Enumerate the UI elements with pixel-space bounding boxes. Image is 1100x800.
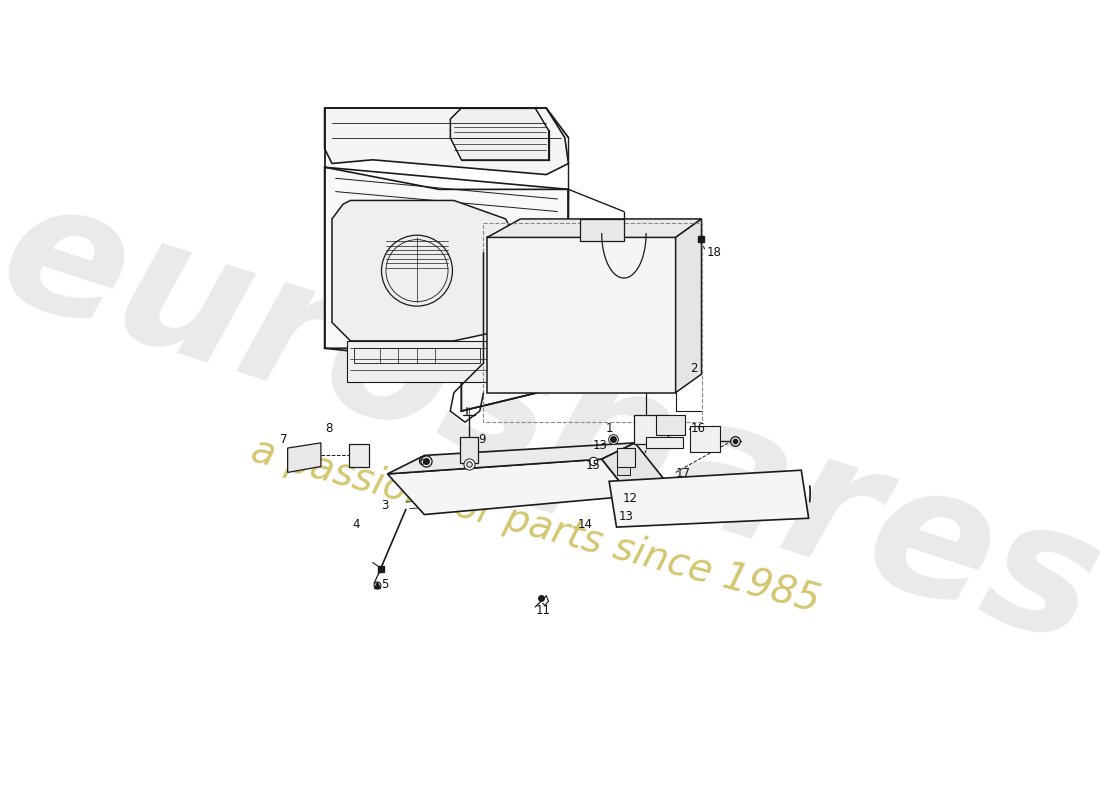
Polygon shape — [487, 219, 702, 238]
Polygon shape — [387, 443, 635, 474]
Polygon shape — [691, 426, 720, 452]
Polygon shape — [287, 443, 321, 473]
Polygon shape — [602, 443, 664, 496]
Text: 17: 17 — [675, 467, 691, 481]
Text: 6: 6 — [417, 455, 425, 468]
Text: 11: 11 — [536, 604, 550, 617]
Text: 5: 5 — [382, 578, 389, 591]
Polygon shape — [580, 219, 624, 241]
Bar — [354, 348, 480, 363]
Bar — [484, 222, 702, 422]
Polygon shape — [487, 238, 675, 393]
Polygon shape — [324, 167, 569, 411]
Text: 13: 13 — [593, 439, 607, 452]
Bar — [656, 414, 685, 435]
Polygon shape — [450, 108, 549, 160]
Text: 8: 8 — [326, 422, 332, 434]
Text: 1: 1 — [605, 422, 613, 434]
Polygon shape — [609, 470, 808, 527]
Text: a passion for parts since 1985: a passion for parts since 1985 — [246, 431, 824, 620]
Polygon shape — [646, 437, 683, 448]
Text: 13: 13 — [618, 510, 634, 523]
Text: 15: 15 — [585, 458, 601, 471]
Text: 14: 14 — [579, 518, 593, 530]
Bar — [346, 341, 495, 382]
Polygon shape — [387, 459, 631, 514]
Text: 2: 2 — [691, 362, 697, 375]
Polygon shape — [324, 108, 569, 174]
Text: 3: 3 — [382, 499, 389, 512]
Text: 16: 16 — [691, 422, 705, 434]
Text: 7: 7 — [280, 433, 288, 446]
Text: 9: 9 — [478, 433, 486, 446]
Text: 12: 12 — [623, 492, 637, 505]
Polygon shape — [616, 448, 635, 466]
Polygon shape — [634, 414, 668, 444]
Polygon shape — [349, 444, 368, 466]
Bar — [460, 437, 477, 463]
Polygon shape — [332, 201, 513, 341]
Bar — [616, 466, 630, 475]
Text: 4: 4 — [352, 518, 360, 530]
Text: eurospares: eurospares — [0, 162, 1100, 682]
Text: 18: 18 — [706, 246, 722, 258]
Polygon shape — [675, 219, 702, 393]
